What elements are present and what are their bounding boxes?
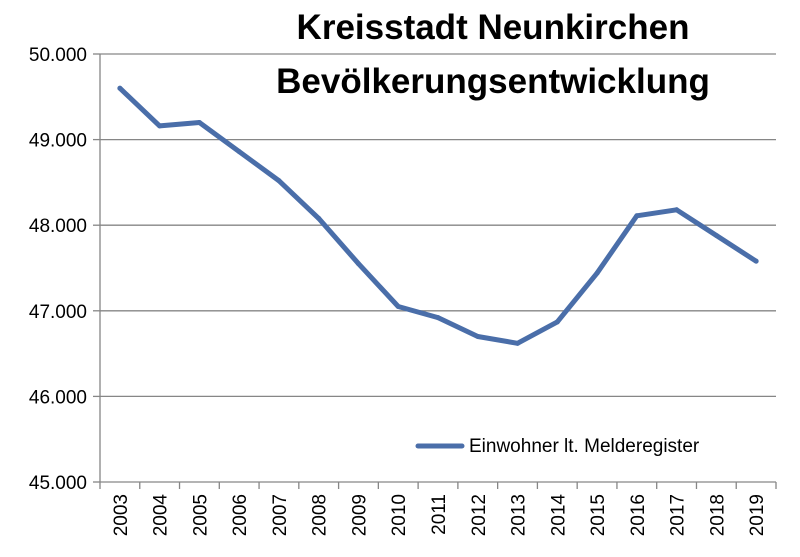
x-tick-label-2017: 2017 bbox=[668, 494, 689, 536]
data-point-2015 bbox=[594, 270, 600, 276]
x-tick-label-2003: 2003 bbox=[111, 494, 132, 536]
y-axis-tick-labels: 45.000 46.000 47.000 48.000 49.000 50.000 bbox=[29, 45, 87, 494]
data-point-2012 bbox=[475, 333, 481, 339]
x-axis-tick-labels: 2003 2004 2005 2006 2007 2008 2009 2010 2011 2012… bbox=[111, 494, 768, 537]
y-tick-label: 46.000 bbox=[29, 387, 87, 408]
chart-title-line-2: Bevölkerungsentwicklung bbox=[276, 62, 710, 101]
x-tick-label-2013: 2013 bbox=[509, 494, 530, 536]
series-line-einwohner bbox=[117, 85, 759, 346]
data-point-2016 bbox=[634, 213, 640, 219]
x-tick-label-2019: 2019 bbox=[747, 494, 768, 536]
y-tick-label: 47.000 bbox=[29, 302, 87, 323]
x-tick-label-2004: 2004 bbox=[151, 494, 172, 537]
x-tick-label-2005: 2005 bbox=[190, 494, 211, 536]
data-point-2005 bbox=[196, 119, 202, 125]
x-tick-label-2014: 2014 bbox=[548, 494, 569, 537]
series-layer bbox=[117, 85, 759, 346]
data-point-2013 bbox=[515, 340, 521, 346]
data-point-2004 bbox=[157, 123, 163, 129]
data-point-2018 bbox=[713, 232, 719, 238]
data-point-2011 bbox=[435, 315, 441, 321]
y-tick-label: 48.000 bbox=[29, 216, 87, 237]
legend-label-einwohner: Einwohner lt. Melderegister bbox=[469, 436, 700, 457]
x-tick-label-2010: 2010 bbox=[389, 494, 410, 536]
data-point-2010 bbox=[395, 304, 401, 310]
x-tick-label-2009: 2009 bbox=[349, 494, 370, 536]
y-tick-label: 50.000 bbox=[29, 45, 87, 66]
x-tick-label-2011: 2011 bbox=[429, 494, 450, 535]
gridlines bbox=[100, 53, 776, 398]
axes bbox=[93, 53, 777, 489]
x-tick-label-2012: 2012 bbox=[469, 494, 490, 536]
data-point-2009 bbox=[355, 261, 361, 267]
data-point-2017 bbox=[674, 207, 680, 213]
y-tick-label: 49.000 bbox=[29, 131, 87, 152]
x-tick-label-2018: 2018 bbox=[707, 494, 728, 536]
x-tick-label-2006: 2006 bbox=[230, 494, 251, 536]
x-tick-label-2007: 2007 bbox=[270, 494, 291, 536]
y-tick-label: 45.000 bbox=[29, 473, 87, 494]
data-point-2003 bbox=[117, 85, 123, 91]
chart-title: Kreisstadt Neunkirchen Bevölkerungsentwi… bbox=[276, 8, 710, 101]
legend: Einwohner lt. Melderegister bbox=[415, 436, 700, 457]
data-point-2008 bbox=[316, 215, 322, 221]
x-tick-label-2008: 2008 bbox=[310, 494, 331, 536]
data-point-2014 bbox=[554, 319, 560, 325]
chart-title-line-1: Kreisstadt Neunkirchen bbox=[297, 8, 690, 47]
x-tick-label-2015: 2015 bbox=[588, 494, 609, 536]
data-point-2019 bbox=[753, 258, 759, 264]
data-point-2007 bbox=[276, 178, 282, 184]
x-tick-label-2016: 2016 bbox=[628, 494, 649, 536]
data-point-2006 bbox=[236, 149, 242, 155]
